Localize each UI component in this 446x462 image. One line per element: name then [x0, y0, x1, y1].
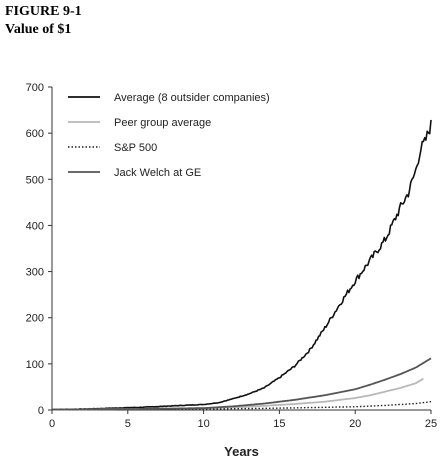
series-line-2: [52, 377, 424, 411]
legend-label-2: Peer group average: [114, 117, 211, 129]
x-axis-title: Years: [224, 444, 259, 459]
legend-label-3: S&P 500: [114, 142, 157, 154]
x-tick-label: 10: [197, 418, 209, 430]
y-tick-label: 700: [26, 82, 44, 94]
figure-title: Value of $1: [5, 22, 72, 37]
figure-heading: FIGURE 9-1 Value of $1: [5, 3, 82, 39]
series-line-4: [52, 357, 432, 411]
legend-label-4: Jack Welch at GE: [114, 167, 201, 179]
y-tick-label: 500: [26, 174, 44, 186]
x-tick-label: 0: [49, 418, 55, 430]
chart-lines: [52, 119, 432, 411]
legend-label-1: Average (8 outsider companies): [114, 92, 270, 104]
chart-ticks: 0 100 200 300 400 500 600 700 0 5 10 15 20 25: [26, 82, 437, 430]
y-tick-label: 0: [38, 405, 44, 417]
chart-legend: Average (8 outsider companies) Peer group…: [68, 92, 270, 179]
x-tick-label: 25: [425, 418, 437, 430]
figure-number: FIGURE 9-1: [5, 4, 82, 19]
x-tick-label: 15: [273, 418, 285, 430]
y-tick-label: 100: [26, 359, 44, 371]
y-tick-label: 400: [26, 220, 44, 232]
y-tick-label: 600: [26, 128, 44, 140]
y-tick-label: 200: [26, 313, 44, 325]
x-tick-label: 20: [349, 418, 361, 430]
y-tick-label: 300: [26, 267, 44, 279]
x-tick-label: 5: [125, 418, 131, 430]
series-line-1: [52, 119, 432, 411]
chart-axes: [51, 87, 431, 411]
